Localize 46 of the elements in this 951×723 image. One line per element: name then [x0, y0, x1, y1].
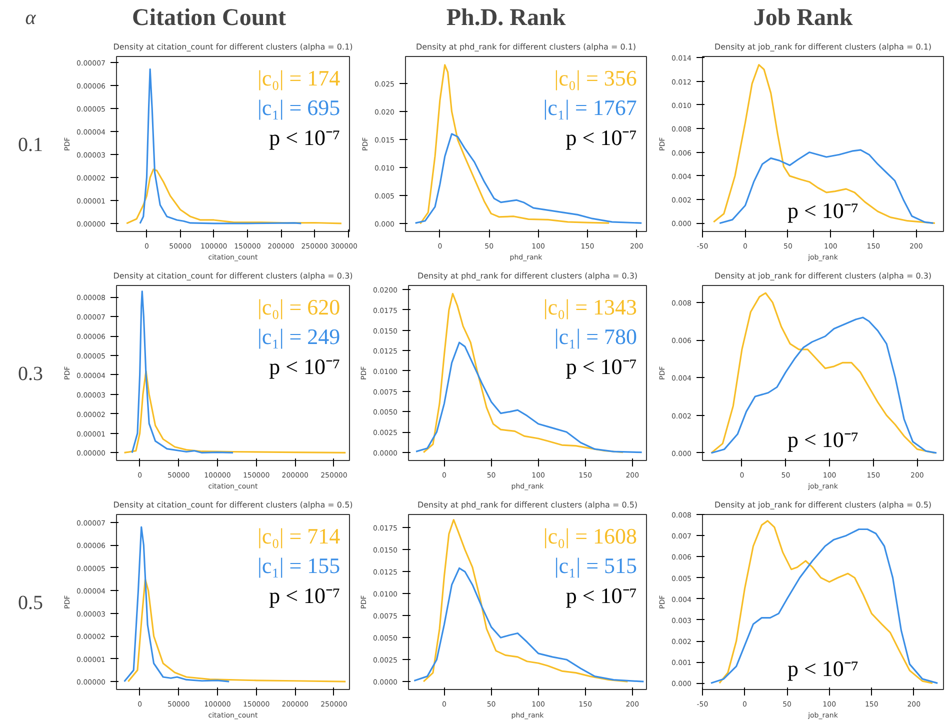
annotation: |c₀| = 714: [258, 523, 340, 548]
chart-title: Density at phd_rank for different clusters (alpha = 0.3): [417, 272, 638, 280]
line-series: [718, 149, 934, 224]
line-series: [712, 64, 936, 224]
line-series: [123, 526, 230, 682]
text: 0.3: [18, 363, 43, 385]
text: Ph.D. Rank: [446, 5, 566, 31]
annotation: p < 10⁻⁷: [787, 198, 859, 223]
annotation: |c₀| = 1608: [543, 523, 637, 548]
annotation: |c₁| = 515: [554, 553, 637, 578]
text: Job Rank: [753, 5, 854, 31]
text: α: [25, 7, 36, 29]
chart-title: Density at job_rank for different clusters (alpha = 0.1): [714, 42, 932, 52]
annotation: p < 10⁻⁷: [566, 354, 637, 379]
text: Citation Count: [132, 5, 286, 31]
text: 0.1: [18, 134, 43, 156]
annotation: |c₁| = 780: [554, 324, 637, 349]
annotation: |c₁| = 1767: [543, 95, 637, 120]
annotation: p < 10⁻⁷: [269, 582, 340, 608]
annotation: p < 10⁻⁷: [787, 426, 859, 452]
annotation: |c₀| = 174: [258, 65, 340, 90]
annotation: |c₀| = 620: [258, 294, 340, 320]
line-series: [710, 316, 938, 454]
annotation: p < 10⁻⁷: [269, 354, 340, 379]
line-series: [131, 290, 234, 454]
annotation: p < 10⁻⁷: [566, 582, 637, 608]
chart-title: Density at job_rank for different clusters (alpha = 0.5): [714, 500, 932, 510]
line-series: [126, 168, 342, 224]
annotation: |c₁| = 695: [258, 95, 340, 120]
text: 0.5: [18, 592, 43, 614]
chart-title: Density at citation_count for different clusters (alpha = 0.5): [113, 500, 353, 510]
chart-title: Density at phd_rank for different clusters (alpha = 0.1): [416, 42, 636, 52]
line-series: [127, 578, 346, 682]
annotation: |c₀| = 1343: [543, 294, 637, 320]
line-series: [710, 292, 936, 454]
chart-title: Density at citation_count for different clusters (alpha = 0.3): [113, 272, 353, 280]
annotation: |c₀| = 356: [554, 65, 637, 90]
chart-title: Density at phd_rank for different clusters (alpha = 0.5): [417, 500, 638, 510]
annotation: |c₁| = 155: [258, 553, 340, 578]
annotation: |c₁| = 249: [258, 324, 340, 349]
annotation: p < 10⁻⁷: [787, 656, 859, 681]
line-series: [139, 68, 302, 224]
annotation: p < 10⁻⁷: [566, 124, 637, 150]
annotation: p < 10⁻⁷: [269, 124, 340, 150]
chart-title: Density at job_rank for different clusters (alpha = 0.3): [714, 272, 932, 280]
chart-title: Density at citation_count for different clusters (alpha = 0.1): [113, 42, 353, 52]
